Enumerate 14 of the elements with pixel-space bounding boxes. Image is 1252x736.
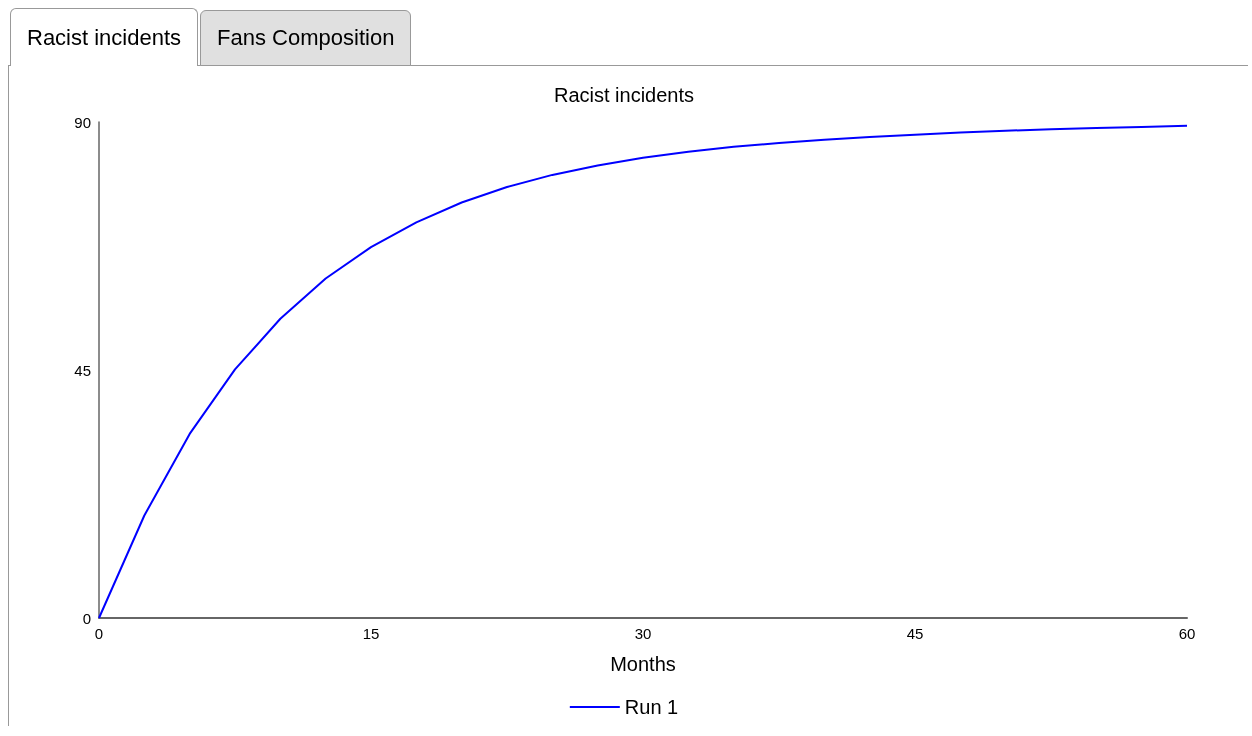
text: Fans Composition <box>200 10 412 66</box>
line-series <box>98 124 1188 619</box>
x-tick-label: 30 <box>634 625 652 642</box>
x-tick-label: 60 <box>1178 625 1196 642</box>
chart-title: Racist incidents <box>553 84 695 106</box>
x-tick-label: 15 <box>362 625 380 642</box>
text: Racist incidents <box>10 8 199 66</box>
x-axis-title: Months <box>610 653 676 675</box>
y-tick-label: 90 <box>74 113 91 131</box>
y-tick-label: 0 <box>82 609 91 627</box>
x-tick-label: 0 <box>94 625 104 642</box>
legend-label: Run 1 <box>624 696 679 718</box>
x-tick-label: 45 <box>906 625 924 642</box>
y-tick-label: 45 <box>74 361 91 379</box>
